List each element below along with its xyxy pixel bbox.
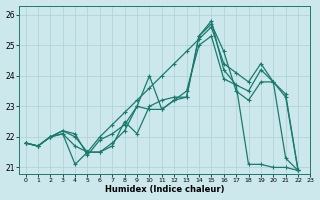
X-axis label: Humidex (Indice chaleur): Humidex (Indice chaleur) [105, 185, 225, 194]
